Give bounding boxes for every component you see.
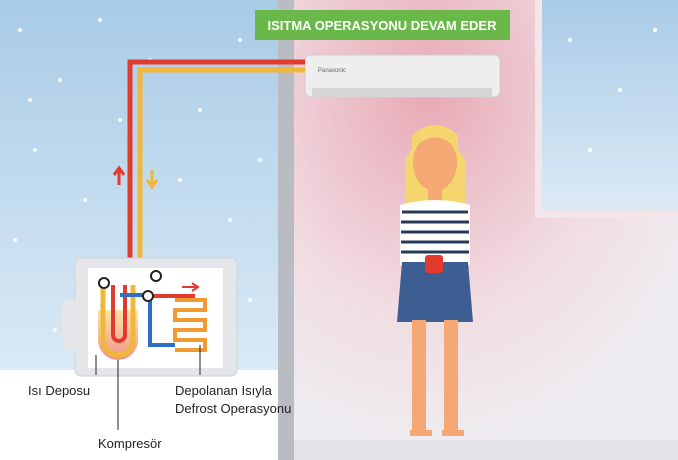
illustration: ISITMA OPERASYONU DEVAM EDER Panasonic I… <box>0 0 678 460</box>
label-defrost-1: Depolanan Isıyla <box>175 383 273 398</box>
valve <box>143 291 153 301</box>
window <box>542 0 678 210</box>
vent <box>312 88 492 97</box>
label-defrost-2: Defrost Operasyonu <box>175 401 291 416</box>
brand: Panasonic <box>318 68 346 74</box>
banner: ISITMA OPERASYONU DEVAM EDER <box>268 18 498 33</box>
label-compressor: Kompresör <box>98 436 162 451</box>
floor <box>294 440 678 460</box>
unit-side <box>62 300 80 350</box>
valve <box>151 271 161 281</box>
page: {"banner": "ISITMA OPERASYONU DEVAM EDER… <box>0 0 678 460</box>
label-heat-storage: Isı Deposu <box>28 383 90 398</box>
valve <box>99 278 109 288</box>
